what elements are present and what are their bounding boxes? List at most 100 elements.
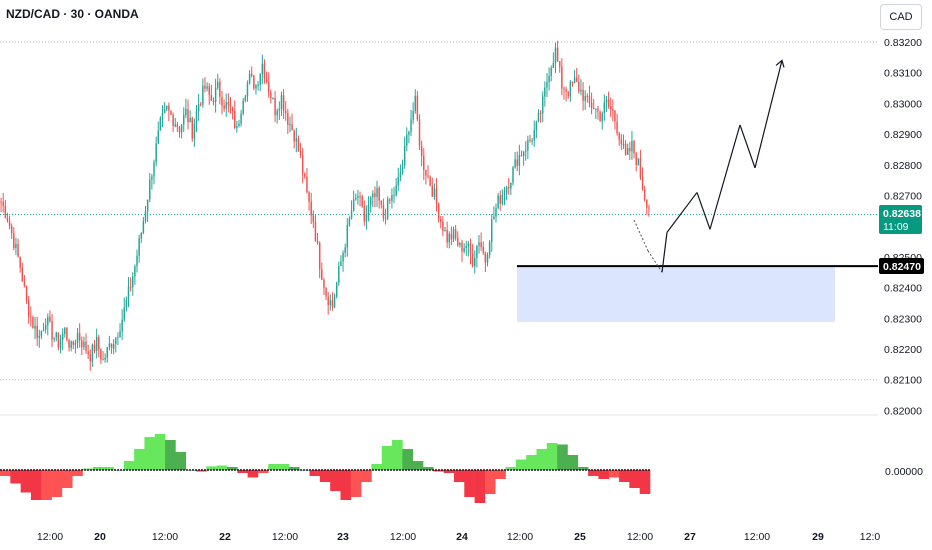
candle-body [248,73,251,84]
candle-body [189,117,191,123]
oscillator-bar [402,449,413,470]
time-tick-label: 12:00 [744,531,770,543]
candle-body [558,61,561,67]
candle-body [463,248,465,252]
candle-body [435,188,438,204]
candle-body [0,201,2,203]
candle-body [91,344,94,362]
candle-body [418,119,421,146]
candle-body [614,110,616,122]
candle-body [452,229,455,240]
candle-body [448,233,451,243]
candle-body [227,102,230,105]
candle-body [210,94,213,101]
candle-body [157,130,159,144]
candle-body [123,307,126,320]
candle-body [467,243,470,246]
oscillator-bar [371,464,383,470]
oscillator-bar [278,464,290,470]
candle-body [117,336,119,338]
candle-body [442,221,444,232]
candle-body [427,175,429,177]
candle-body [573,77,576,84]
oscillator-bar [206,466,217,470]
candle-body [476,245,478,258]
candle-body [386,199,389,219]
candle-body [529,139,531,141]
candle-body [242,100,244,114]
candle-body [620,139,623,145]
currency-button[interactable]: CAD [880,4,922,30]
price-tick-label: 0.82100 [884,375,922,387]
candle-body [182,114,185,125]
candle-body [287,113,289,125]
candle-body [325,288,327,297]
current-price-tag: 0.82638 11:09 [879,205,922,234]
candle-body [618,133,620,140]
candle-body [503,193,506,195]
candle-body [544,87,546,97]
candle-body [149,179,151,200]
candle-body [333,296,336,307]
time-tick-label: 29 [812,531,824,543]
candle-body [514,159,516,168]
price-tick-label: 0.83200 [884,37,922,49]
candle-body [212,100,215,102]
candle-body [166,105,168,110]
candle-body [507,186,510,189]
time-tick-label: 24 [456,531,468,543]
oscillator-bar [41,470,52,500]
candle-body [539,112,542,114]
candle-body [474,257,476,267]
candle-body [36,325,38,338]
candle-body [355,197,357,200]
candle-body [590,102,593,109]
candle-body [607,99,610,107]
candle-body [102,359,104,361]
oscillator-bar [237,470,248,473]
candle-body [206,86,208,89]
candle-body [588,96,591,103]
candle-body [231,107,234,112]
candle-body [163,109,166,114]
candle-body [323,279,325,289]
current-price-tag-bg [879,205,922,234]
candle-body [541,96,544,114]
candle-body [537,112,540,123]
candle-body [30,316,32,318]
price-tick-label: 0.82300 [884,313,922,325]
candle-body [51,321,53,340]
candle-body [629,148,631,152]
oscillator-bar [165,440,176,470]
candle-body [376,187,378,197]
oscillator-bar [495,470,506,479]
projection-path [633,59,785,273]
candle-body [321,269,323,280]
candle-body [524,150,527,152]
candle-body [609,106,612,110]
candle-body [516,159,518,166]
candle-body [49,316,51,322]
candle-body [257,84,259,86]
candle-body [554,47,557,63]
oscillator-bar [557,444,568,470]
candle-body [125,299,128,308]
candle-body [420,145,423,156]
oscillator-bar [216,465,228,470]
candle-body [104,357,106,360]
candle-body [44,325,47,330]
candle-body [255,85,257,89]
candle-body [108,343,111,348]
candle-body [348,218,351,226]
candle-body [278,109,281,111]
oscillator-bar [185,470,197,471]
candle-body [612,109,614,111]
candle-body [185,108,187,115]
candle-body [329,300,332,306]
oscillator-bar [392,440,403,470]
candle-body [384,217,387,219]
projection-segment [661,232,668,273]
candle-body [170,110,172,115]
candle-body [367,204,370,214]
